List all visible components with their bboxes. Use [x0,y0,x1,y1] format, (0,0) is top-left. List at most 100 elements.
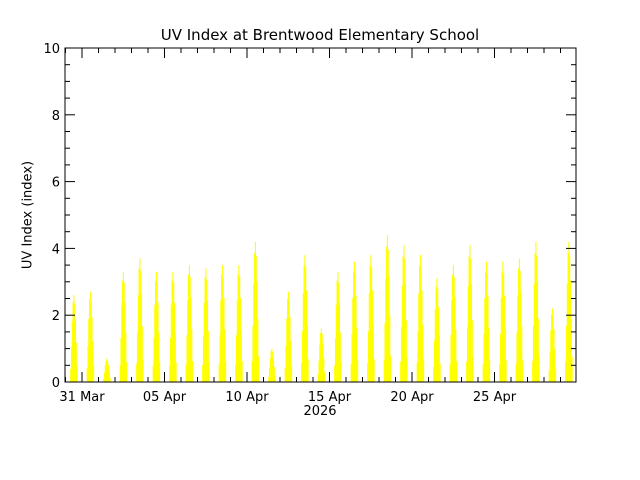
uv-bar [501,271,503,382]
uv-bar [305,290,308,382]
uv-bar [126,362,128,382]
uv-bar [403,245,405,382]
uv-bar [553,329,555,382]
uv-bar [152,365,154,382]
uv-bar [356,327,358,382]
uv-bar [221,274,223,382]
uv-bar [373,359,375,382]
uv-bar [108,371,110,382]
uv-bar [503,273,505,382]
uv-bar [371,267,373,382]
uv-bar [566,283,568,382]
uv-bar [107,360,109,382]
uv-bar [485,261,487,382]
uv-bar [322,343,324,382]
uv-bar [175,362,177,382]
uv-bar [551,314,553,382]
uv-bar [188,274,190,382]
uv-bar [419,255,421,382]
uv-bar [467,286,469,382]
uv-bar [202,364,204,382]
uv-bar [285,345,287,382]
uv-bar [272,357,275,382]
uv-bar [518,268,520,382]
uv-bar [334,365,336,382]
x-tick-label: 10 Apr [225,390,269,405]
uv-bar [567,252,569,382]
uv-bar [336,280,338,382]
uv-bar [437,307,440,382]
uv-bar [536,280,539,382]
uv-bar [470,283,473,382]
uv-bar [225,360,227,382]
x-tick-label: 31 Mar [59,390,105,405]
uv-bar [220,300,222,382]
uv-bar [255,255,257,382]
uv-bar [422,324,424,382]
uv-bar [206,279,208,382]
uv-bar [568,241,570,382]
uv-bar [203,302,205,382]
uv-bar [158,332,160,382]
uv-bar [154,304,156,382]
uv-bar [518,258,520,382]
uv-bar [354,273,356,382]
uv-bar [421,290,423,382]
uv-bar [136,332,139,382]
uv-bar [92,341,94,382]
uv-bar [90,300,92,382]
uv-bar [284,368,286,382]
uv-bar [334,337,337,382]
uv-bar [351,333,353,382]
uv-bar [239,297,242,382]
uv-bar [256,280,258,382]
uv-bar [187,300,189,382]
uv-bar [318,360,320,382]
uv-bar [569,255,571,382]
uv-bar [500,297,502,382]
uv-bar [188,265,190,382]
uv-bar [223,297,225,382]
uv-bar [552,315,554,382]
uv-bar [505,360,507,382]
uv-bar [155,280,157,382]
uv-bar [388,276,390,382]
uv-bar [270,351,272,382]
uv-bar [208,361,210,382]
uv-bar [433,340,436,382]
uv-bar [538,356,540,382]
uv-bar [565,325,568,382]
uv-bar [353,261,355,382]
uv-bar [436,278,438,382]
uv-bar [535,241,537,382]
plot-axes: 0 2 4 6 8 10 31 Mar 05 Apr 10 Apr 15 Apr 20 Apr 25 … [43,42,577,405]
uv-bar [434,309,436,382]
uv-bar [219,335,221,382]
x-tick-label: 05 Apr [143,390,187,405]
uv-bar [571,356,573,382]
uv-bar [550,330,552,382]
uv-bar [340,362,342,382]
uv-bar [105,360,107,382]
uv-bar [103,378,105,382]
uv-bar [119,365,121,382]
uv-bar [122,271,124,382]
uv-bar [286,318,288,382]
uv-bar [74,303,76,382]
uv-bar [405,320,407,382]
uv-bar [139,258,141,382]
uv-bar [549,352,551,382]
uv-bar [273,366,275,382]
uv-bar [138,268,140,382]
uv-bar [185,364,187,382]
uv-bar [521,326,523,382]
uv-bar [153,337,155,382]
uv-bar [400,361,402,382]
uv-bar [202,336,205,382]
uv-bar [472,357,474,382]
uv-bar [471,320,473,382]
uv-bar [569,280,572,382]
uv-bar [291,365,293,382]
uv-bar [205,268,207,382]
